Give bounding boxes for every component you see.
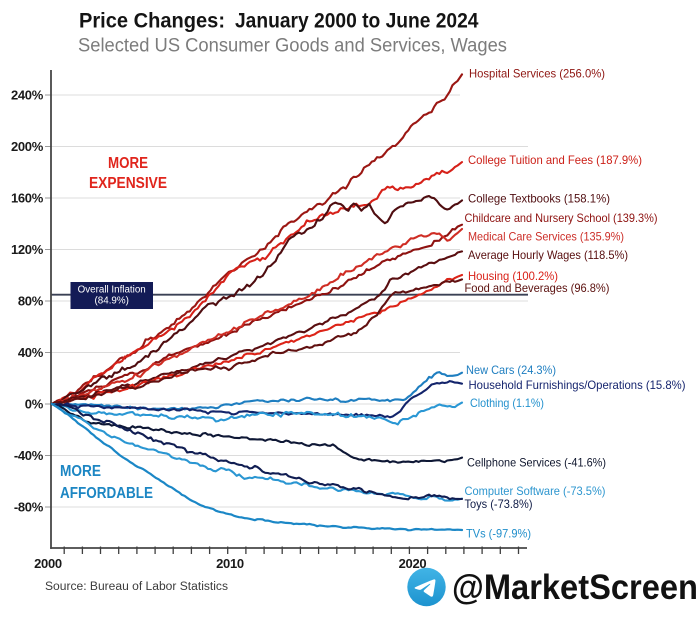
svg-text:Hospital Services (256.0%): Hospital Services (256.0%) <box>469 67 605 81</box>
svg-text:0%: 0% <box>25 397 44 412</box>
svg-text:EXPENSIVE: EXPENSIVE <box>89 175 167 192</box>
svg-text:Price Changes:: Price Changes: <box>79 9 225 33</box>
svg-text:MORE: MORE <box>60 463 101 480</box>
svg-text:Childcare and Nursery School (: Childcare and Nursery School (139.3%) <box>465 211 658 225</box>
svg-text:New Cars (24.3%): New Cars (24.3%) <box>466 363 556 377</box>
svg-text:Food and Beverages (96.8%): Food and Beverages (96.8%) <box>465 281 610 295</box>
svg-text:AFFORDABLE: AFFORDABLE <box>60 485 153 502</box>
svg-text:January 2000 to June 2024: January 2000 to June 2024 <box>235 9 479 33</box>
svg-text:40%: 40% <box>18 345 44 360</box>
svg-text:Housing (100.2%): Housing (100.2%) <box>468 269 558 283</box>
svg-text:160%: 160% <box>11 191 44 206</box>
svg-text:(84.9%): (84.9%) <box>95 296 129 307</box>
svg-text:200%: 200% <box>11 139 44 154</box>
svg-text:Average Hourly Wages (118.5%): Average Hourly Wages (118.5%) <box>468 248 628 262</box>
svg-text:College Textbooks (158.1%): College Textbooks (158.1%) <box>468 192 610 206</box>
svg-text:Cellphone Services (-41.6%): Cellphone Services (-41.6%) <box>467 456 606 470</box>
svg-text:TVs (-97.9%): TVs (-97.9%) <box>466 527 531 541</box>
svg-text:-80%: -80% <box>14 500 44 515</box>
svg-text:Selected US Consumer Goods and: Selected US Consumer Goods and Services,… <box>78 36 507 57</box>
svg-text:Household Furnishings/Operatio: Household Furnishings/Operations (15.8%) <box>469 378 686 392</box>
svg-text:Toys (-73.8%): Toys (-73.8%) <box>465 497 533 511</box>
svg-text:-40%: -40% <box>14 448 44 463</box>
svg-text:Computer Software (-73.5%): Computer Software (-73.5%) <box>465 484 606 498</box>
svg-text:2020: 2020 <box>399 556 427 571</box>
svg-text:MORE: MORE <box>108 155 148 172</box>
svg-text:College Tuition and Fees (187.: College Tuition and Fees (187.9%) <box>468 153 642 167</box>
svg-text:Overall Inflation: Overall Inflation <box>78 285 146 296</box>
svg-text:240%: 240% <box>11 88 44 103</box>
svg-text:80%: 80% <box>18 294 44 309</box>
svg-text:120%: 120% <box>11 242 44 257</box>
svg-text:2000: 2000 <box>34 556 62 571</box>
svg-text:Source: Bureau of Labor Statis: Source: Bureau of Labor Statistics <box>45 581 228 593</box>
svg-text:Clothing (1.1%): Clothing (1.1%) <box>470 396 544 410</box>
svg-text:@MarketScreen: @MarketScreen <box>452 568 698 607</box>
svg-text:2010: 2010 <box>216 556 244 571</box>
svg-text:Medical Care Services (135.9%): Medical Care Services (135.9%) <box>468 230 624 244</box>
